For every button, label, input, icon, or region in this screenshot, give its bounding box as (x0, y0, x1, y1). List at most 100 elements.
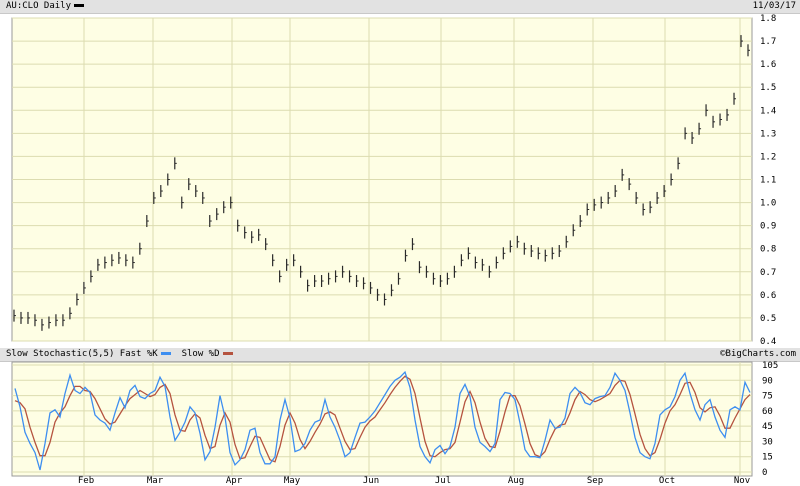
price-bar (376, 288, 380, 301)
price-bar (705, 104, 709, 117)
price-tick-label: 0.8 (760, 245, 776, 255)
price-bar (635, 191, 639, 204)
price-tick-label: 0.9 (760, 222, 776, 232)
price-bar (488, 265, 492, 278)
price-bar (341, 265, 345, 278)
symbol-label: AU:CLO Daily (6, 1, 85, 12)
x-tick-label: May (284, 476, 301, 486)
price-tick-label: 1.0 (760, 199, 776, 209)
price-bar (216, 208, 219, 221)
price-bar (272, 254, 275, 267)
price-bar (293, 254, 296, 267)
price-bar (69, 307, 72, 320)
fast-k-label: Fast %K (119, 349, 158, 359)
price-bar (544, 249, 548, 262)
price-bar (132, 256, 135, 269)
price-bar (677, 157, 681, 170)
stochastic-tick-label: 30 (762, 437, 773, 447)
price-bar (320, 275, 324, 288)
price-bar (97, 258, 100, 271)
price-bar (27, 311, 30, 324)
price-bar (258, 228, 261, 241)
price-bar (237, 219, 240, 232)
price-bar (348, 270, 352, 283)
price-tick-label: 0.7 (760, 268, 776, 278)
price-bar (404, 249, 408, 262)
slow-d-label: Slow %D (181, 349, 220, 359)
copyright: ©BigCharts.com (720, 349, 796, 359)
x-tick-label: Oct (659, 476, 675, 486)
price-bar (223, 201, 226, 214)
price-tick-label: 1.1 (760, 176, 776, 186)
price-bar (307, 279, 310, 292)
stochastic-tick-label: 105 (762, 361, 778, 371)
price-bar (593, 198, 597, 211)
x-tick-label: Jun (363, 476, 379, 486)
stochastic-panel (11, 361, 753, 477)
price-bar (76, 293, 79, 306)
price-bar (439, 275, 443, 288)
price-tick-label: 1.2 (760, 152, 776, 162)
price-bar (726, 108, 730, 121)
price-bar (565, 235, 569, 248)
price-bar (34, 314, 37, 327)
price-bar (20, 311, 23, 324)
price-bar (244, 226, 247, 239)
price-bar (502, 247, 506, 260)
price-bar (453, 265, 457, 278)
price-bar (733, 92, 737, 105)
x-tick-label: Apr (226, 476, 243, 486)
price-bar (481, 258, 485, 271)
price-bar (174, 157, 177, 170)
x-tick-label: Feb (78, 476, 94, 486)
price-bar (279, 270, 282, 283)
price-bar (558, 245, 562, 258)
price-bar (579, 215, 583, 228)
price-bar (327, 272, 331, 285)
x-tick-label: Aug (508, 476, 524, 486)
price-bar (628, 178, 632, 191)
price-tick-label: 0.5 (760, 314, 776, 324)
price-bar (656, 191, 660, 204)
slow-d-swatch (222, 352, 233, 355)
price-bar (740, 35, 744, 48)
price-bar (691, 131, 695, 144)
x-tick-label: Sep (587, 476, 603, 486)
price-bar (537, 247, 541, 260)
price-bar (118, 251, 121, 264)
indicator-title: Slow Stochastic(5,5) (6, 349, 115, 359)
price-bar (607, 191, 611, 204)
price-bar (432, 272, 436, 285)
price-bar (649, 201, 653, 214)
price-bar (48, 316, 51, 329)
price-bar (495, 256, 499, 269)
price-bar (621, 168, 625, 181)
price-bar (83, 281, 86, 294)
price-bar (712, 115, 716, 128)
price-bar (642, 203, 646, 216)
stochastic-tick-label: 75 (762, 392, 773, 402)
price-bar (55, 314, 58, 327)
price-bar (209, 215, 212, 228)
price-bar (670, 173, 674, 186)
x-tick-label: Nov (734, 476, 750, 486)
x-tick-label: Jul (435, 476, 451, 486)
price-bar (90, 270, 93, 283)
price-bar (446, 272, 450, 285)
fast-k-line (14, 370, 751, 471)
chart-date: 11/03/17 (752, 1, 796, 11)
x-tick-label: Mar (147, 476, 164, 486)
price-bar (139, 242, 142, 255)
price-bar (474, 256, 478, 269)
price-bar (362, 277, 366, 290)
stochastic-tick-label: 45 (762, 422, 773, 432)
price-bar (523, 242, 527, 255)
price-bar (125, 254, 128, 267)
price-bar (509, 240, 513, 253)
price-bar (719, 113, 723, 126)
indicator-legend: Slow Stochastic(5,5) Fast %K Slow %D (6, 349, 233, 360)
price-tick-label: 1.5 (760, 83, 776, 93)
price-bar (747, 44, 750, 57)
price-bar (460, 254, 464, 267)
price-bar (251, 231, 254, 244)
